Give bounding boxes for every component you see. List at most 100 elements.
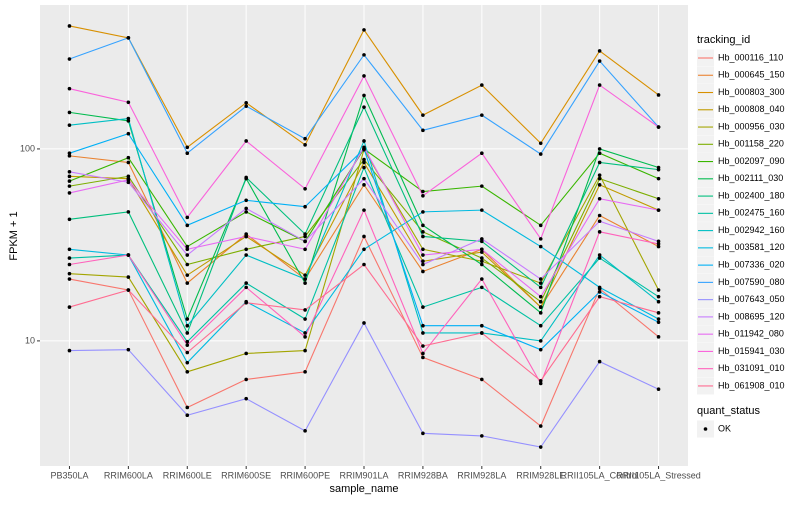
data-point [480, 151, 484, 156]
data-point [656, 167, 661, 172]
data-point [185, 145, 190, 150]
data-point [126, 160, 131, 165]
data-point [303, 186, 307, 191]
data-point [656, 196, 661, 201]
data-point [597, 83, 602, 87]
data-point [185, 253, 190, 257]
data-point [67, 123, 72, 127]
data-point [597, 49, 602, 53]
data-point [244, 351, 248, 356]
data-point [656, 299, 661, 304]
data-point [303, 335, 307, 339]
data-point [303, 281, 307, 285]
data-point [67, 151, 72, 156]
data-point [126, 174, 131, 179]
data-point [656, 242, 661, 246]
data-point [480, 250, 484, 254]
data-point [303, 247, 307, 252]
data-point [185, 215, 190, 220]
data-point [421, 305, 425, 309]
data-point [421, 247, 425, 252]
data-point [244, 377, 248, 382]
data-point [656, 317, 661, 321]
data-point [597, 147, 602, 151]
data-point [185, 350, 190, 355]
legend-title: quant_status [697, 405, 760, 417]
y-tick-label: 100 [20, 143, 35, 153]
legend-label: Hb_008695_120 [718, 311, 785, 321]
legend-label: Hb_007336_020 [718, 259, 785, 269]
data-point [126, 155, 131, 160]
data-point [303, 143, 307, 147]
data-point [67, 179, 72, 183]
data-point [421, 262, 425, 267]
data-point [597, 359, 602, 364]
x-tick-label: RRIM928BA [398, 470, 448, 480]
data-point [67, 174, 72, 179]
data-point [656, 320, 661, 325]
data-point [538, 347, 543, 352]
x-tick-label: RRIM901LA [339, 470, 388, 480]
data-point [421, 331, 425, 335]
data-point [362, 247, 366, 252]
data-point [597, 253, 602, 257]
data-point [538, 299, 543, 304]
data-point [362, 183, 366, 187]
x-tick-label: RRIM600SE [221, 470, 271, 480]
data-point [67, 154, 72, 158]
data-point [421, 269, 425, 274]
data-point [656, 93, 661, 97]
data-point [303, 308, 307, 312]
data-point [67, 247, 72, 252]
data-point [480, 323, 484, 328]
data-point [303, 136, 307, 141]
data-point [244, 198, 248, 203]
data-point [67, 184, 72, 188]
data-point [421, 431, 425, 436]
data-point [185, 360, 190, 365]
data-point [244, 206, 248, 211]
data-point [303, 348, 307, 353]
legend-label: Hb_000116_110 [718, 52, 783, 62]
data-point [362, 74, 366, 78]
data-point [362, 176, 366, 181]
data-point [362, 321, 366, 325]
x-axis-label: sample_name [329, 483, 398, 495]
data-point [597, 151, 602, 156]
data-point [656, 244, 661, 249]
data-point [303, 239, 307, 244]
data-point [126, 131, 131, 136]
data-point [126, 178, 131, 182]
data-point [67, 262, 72, 267]
data-point [538, 294, 543, 299]
data-point [597, 285, 602, 290]
data-point [597, 173, 602, 177]
legend-label: Hb_061908_010 [718, 380, 785, 390]
data-point [303, 273, 307, 277]
data-point [480, 239, 484, 244]
data-point [480, 285, 484, 290]
data-point [67, 86, 72, 91]
data-point [421, 234, 425, 239]
legend-label: Hb_000956_030 [718, 121, 785, 131]
x-tick-label: RRIM600LA [104, 470, 153, 480]
data-point [185, 317, 190, 321]
data-point [538, 378, 543, 383]
data-point [126, 210, 131, 214]
data-point [362, 160, 366, 165]
data-point [480, 377, 484, 382]
data-point [421, 259, 425, 264]
data-point [597, 294, 602, 299]
data-point [244, 300, 248, 305]
x-tick-label: RRII105LA_Stressed [616, 470, 701, 480]
data-point [597, 59, 602, 63]
x-tick-label: RRIM928LA [457, 470, 506, 480]
legend-title: tracking_id [697, 34, 750, 46]
data-point [67, 170, 72, 174]
legend-label: Hb_015941_030 [718, 346, 785, 356]
data-point [538, 244, 543, 249]
data-point [538, 311, 543, 315]
data-point [656, 288, 661, 292]
data-point [67, 191, 72, 195]
data-point [480, 247, 484, 252]
